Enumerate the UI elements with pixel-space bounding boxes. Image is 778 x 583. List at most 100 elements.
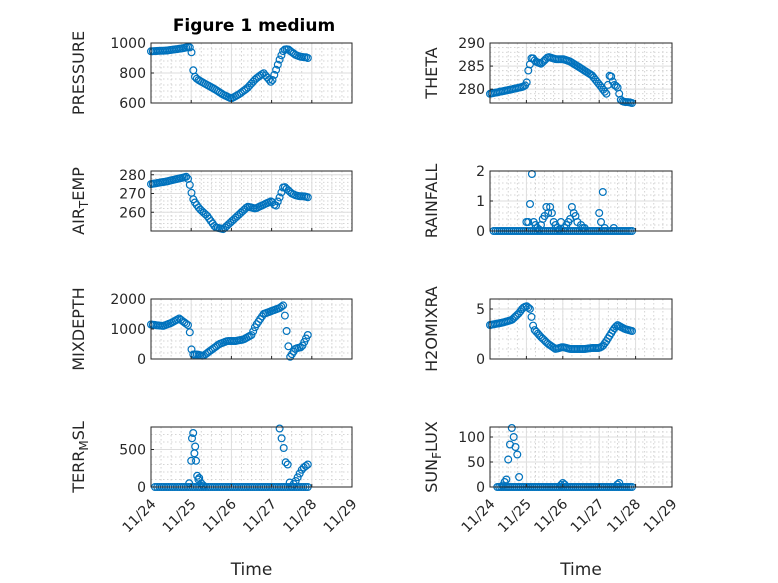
data-marker [598, 188, 607, 197]
data-marker [188, 434, 197, 443]
y-tick-label: 0 [476, 224, 485, 240]
data-marker [187, 48, 196, 57]
data-marker [191, 442, 200, 451]
y-axis-label: TERRMSL [69, 421, 91, 494]
y-tick-label: 5 [476, 302, 485, 318]
data-marker [296, 343, 305, 352]
x-tick-label: 11/29 [641, 496, 681, 536]
data-marker [513, 450, 522, 459]
data-marker [195, 474, 204, 483]
x-tick-label: 11/26 [531, 496, 571, 536]
data-marker [615, 479, 624, 488]
x-tick-label: 11/28 [280, 496, 320, 536]
data-marker [527, 312, 536, 321]
data-marker [284, 342, 293, 351]
data-marker [199, 481, 208, 490]
y-tick-label: 2 [476, 164, 485, 180]
data-marker [282, 327, 291, 336]
y-tick-label: 0 [476, 480, 485, 496]
axes-frame [489, 426, 673, 488]
data-marker [275, 424, 284, 433]
data-marker [277, 302, 286, 311]
data-marker [556, 481, 565, 490]
data-marker [193, 471, 202, 480]
x-axis-label: Time [559, 560, 602, 580]
data-marker [273, 60, 282, 69]
data-marker [268, 75, 277, 84]
data-marker [247, 331, 256, 340]
data-marker [511, 443, 520, 452]
data-marker [529, 321, 538, 330]
subplot-terr-msl: 0 500 11/24 11/25 11/26 11/27 11/28 11/29 Time TE… [69, 421, 360, 580]
data-marker [596, 218, 605, 227]
x-axis-label: Time [230, 560, 273, 580]
axes-frame [489, 298, 673, 360]
y-axis-label: PRESSURE [69, 31, 88, 115]
data-marker [182, 319, 191, 328]
data-marker [502, 475, 511, 484]
subplot-air-temp: 260 270 280 AIRTEMP [69, 167, 353, 235]
data-marker [607, 72, 616, 81]
data-marker [504, 455, 513, 464]
y-axis-label: AIRTEMP [69, 167, 91, 235]
data-marker [509, 433, 518, 442]
data-marker [303, 193, 312, 202]
data-marker [547, 209, 556, 218]
data-marker [185, 43, 194, 52]
data-marker [303, 331, 312, 340]
data-marker [283, 460, 292, 469]
data-marker [525, 304, 534, 313]
axes-frame [150, 170, 353, 232]
x-tick-label: 11/25 [495, 496, 535, 536]
y-tick-label: 1 [476, 194, 485, 210]
data-marker [595, 209, 604, 218]
subplot-theta: 280 285 290 THETA [422, 36, 673, 107]
y-axis-label: MIXDEPTH [69, 287, 88, 370]
subplot-h2omixra: 0 5 H2OMIXRA [422, 286, 673, 372]
x-tick-label: 11/27 [240, 496, 280, 536]
data-marker [272, 201, 281, 210]
data-marker [522, 78, 531, 87]
x-tick-label: 11/28 [604, 496, 644, 536]
data-marker [273, 197, 282, 206]
axes-frame [489, 42, 673, 104]
data-marker [535, 225, 544, 234]
data-marker [192, 456, 201, 465]
y-axis-label: RAINFALL [422, 164, 441, 239]
data-marker [249, 327, 258, 336]
y-tick-label: 100 [458, 430, 485, 446]
x-tick-label: 11/26 [200, 496, 240, 536]
data-marker [507, 424, 516, 433]
y-tick-label: 260 [119, 205, 146, 221]
subplot-pressure: 600 800 1000 PRESSURE [69, 31, 353, 115]
y-tick-label: 290 [458, 36, 485, 52]
y-tick-label: 1000 [110, 36, 146, 52]
y-tick-label: 280 [458, 82, 485, 98]
y-tick-label: 600 [119, 96, 146, 112]
data-marker [189, 429, 198, 438]
data-marker [184, 321, 193, 330]
data-marker [611, 81, 620, 90]
data-marker [266, 77, 275, 86]
data-marker [613, 480, 622, 489]
data-marker [275, 55, 284, 64]
data-marker [524, 218, 533, 227]
data-marker [275, 193, 284, 202]
y-tick-label: 0 [476, 352, 485, 368]
y-tick-label: 280 [119, 168, 146, 184]
x-tick-label: 11/25 [160, 496, 200, 536]
data-marker [515, 473, 524, 482]
y-axis-label: THETA [422, 47, 441, 99]
data-marker [303, 53, 312, 62]
data-marker [627, 327, 636, 336]
x-tick-label: 11/24 [120, 496, 160, 536]
data-marker [301, 462, 310, 471]
y-tick-label: 1000 [110, 322, 146, 338]
y-axis-label: H2OMIXRA [422, 286, 441, 372]
data-marker [281, 458, 290, 467]
x-tick-label: 11/24 [459, 496, 499, 536]
x-tick-label: 11/29 [321, 496, 361, 536]
